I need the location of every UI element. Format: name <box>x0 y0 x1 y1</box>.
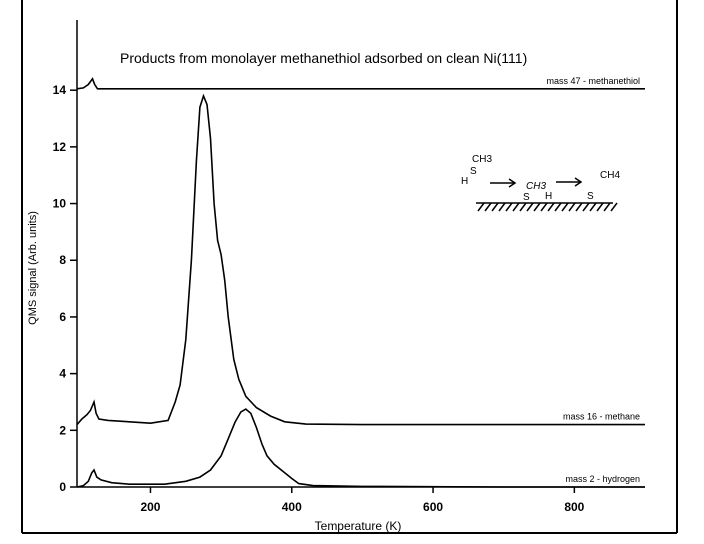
series-line-0 <box>76 77 645 90</box>
hatch-mark <box>540 202 548 212</box>
diagram-ch3-1: CH3 <box>472 154 492 165</box>
y-tick-label: 12 <box>53 140 67 154</box>
hatch-mark <box>512 202 520 212</box>
diagram-s-3: S <box>587 191 594 202</box>
diagram-ch3-2: CH3 <box>526 181 546 192</box>
hatch-mark <box>533 202 541 212</box>
x-tick-label: 600 <box>423 500 443 514</box>
y-tick-label: 4 <box>59 367 66 381</box>
hatch-mark <box>582 202 590 212</box>
y-tick-label: 6 <box>59 310 66 324</box>
series-line-2 <box>76 408 645 488</box>
y-tick-label: 2 <box>59 423 66 437</box>
y-axis-label: QMS signal (Arb. units) <box>27 211 39 325</box>
chart-title: Products from monolayer methanethiol ads… <box>120 50 527 66</box>
hatch-mark <box>505 202 513 212</box>
hatch-mark <box>526 202 534 212</box>
diagram-s-2: S <box>523 192 530 203</box>
arrow-1-head <box>508 178 517 188</box>
hatch-mark <box>603 202 611 212</box>
hatch-mark <box>589 202 597 212</box>
y-tick-label: 0 <box>59 480 66 494</box>
hatch-mark <box>568 202 576 212</box>
surface-hatching <box>477 202 618 212</box>
hatch-mark <box>477 202 485 212</box>
diagram-s-1: S <box>470 166 477 177</box>
series-line-1 <box>76 93 645 426</box>
diagram-h-2: H <box>545 191 552 202</box>
hatch-mark <box>547 202 555 212</box>
x-axis-label: Temperature (K) <box>315 519 402 533</box>
reaction-diagram: CH3 S H CH3 S H CH4 S <box>461 154 620 212</box>
x-tick-label: 400 <box>282 500 302 514</box>
hatch-mark <box>575 202 583 212</box>
series-label-1: mass 16 - methane <box>563 412 640 422</box>
hatch-mark <box>491 202 499 212</box>
y-tick-label: 14 <box>53 83 67 97</box>
x-tick-label: 800 <box>564 500 584 514</box>
x-tick-label: 200 <box>140 500 160 514</box>
hatch-mark <box>519 202 527 212</box>
hatch-mark <box>610 202 618 212</box>
hatch-mark <box>484 202 492 212</box>
y-tick-label: 8 <box>59 253 66 267</box>
series-label-0: mass 47 - methanethiol <box>546 76 640 86</box>
hatch-mark <box>554 202 562 212</box>
series-label-2: mass 2 - hydrogen <box>565 474 640 484</box>
diagram-h-1: H <box>461 176 468 187</box>
hatch-mark <box>561 202 569 212</box>
hatch-mark <box>498 202 506 212</box>
hatch-mark <box>596 202 604 212</box>
diagram-ch4: CH4 <box>600 170 620 181</box>
y-tick-label: 10 <box>53 197 67 211</box>
arrow-2-head <box>574 177 583 187</box>
